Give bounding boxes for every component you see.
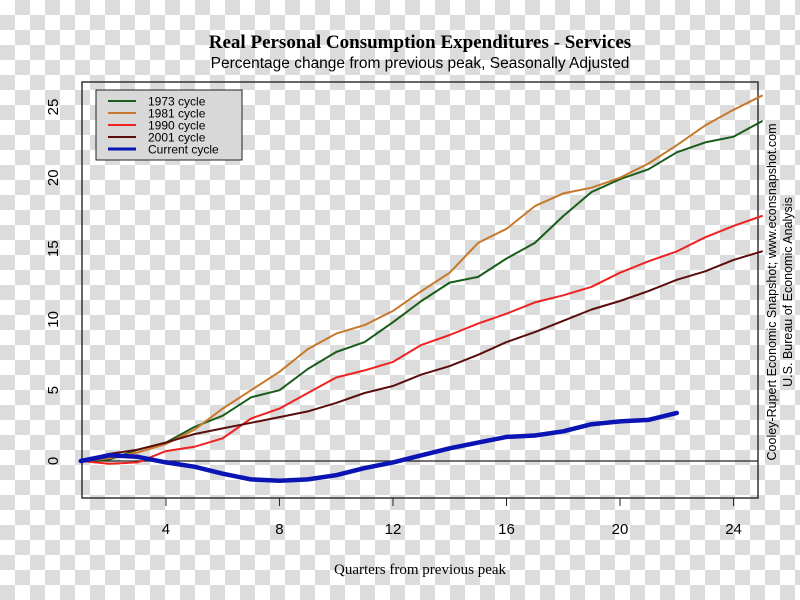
x-tick-label: 8	[275, 521, 283, 538]
x-tick-label: 24	[725, 521, 742, 538]
series-line-1990-cycle	[79, 215, 763, 465]
y-tick-label: 5	[45, 386, 62, 394]
legend-label: 1990 cycle	[148, 119, 206, 133]
x-axis-label: Quarters from previous peak	[334, 562, 507, 578]
y-tick-label: 25	[45, 99, 62, 116]
y-axis: 0 5 10 15 20 25	[45, 99, 62, 466]
legend-label: Current cycle	[148, 143, 219, 157]
x-tick-label: 12	[385, 521, 402, 538]
x-tick-label: 4	[162, 521, 170, 538]
y-tick-label: 0	[45, 457, 62, 465]
y-tick-label: 10	[45, 311, 62, 328]
legend-label: 1981 cycle	[148, 107, 206, 121]
x-axis: 4 8 12 16 20 24	[162, 498, 742, 538]
series-line-1981-cycle	[79, 94, 763, 462]
legend-label: 1973 cycle	[148, 95, 206, 109]
series-line-1973-cycle	[79, 120, 763, 462]
series-line-2001-cycle	[79, 250, 763, 462]
chart-subtitle: Percentage change from previous peak, Se…	[211, 55, 630, 72]
series-lines	[78, 94, 763, 484]
y-tick-label: 20	[45, 169, 62, 186]
x-tick-label: 20	[612, 521, 629, 538]
source-line-2: U.S. Bureau of Economic Analysis	[781, 197, 795, 387]
plot-frame	[81, 81, 759, 499]
y-tick-label: 15	[45, 240, 62, 257]
chart-title: Real Personal Consumption Expenditures -…	[209, 32, 631, 53]
series-line-current-cycle	[78, 410, 680, 484]
x-tick-label: 16	[498, 521, 515, 538]
source-line-1: Cooley-Rupert Economic Snapshot; www.eco…	[765, 124, 779, 461]
legend-label: 2001 cycle	[148, 131, 206, 145]
